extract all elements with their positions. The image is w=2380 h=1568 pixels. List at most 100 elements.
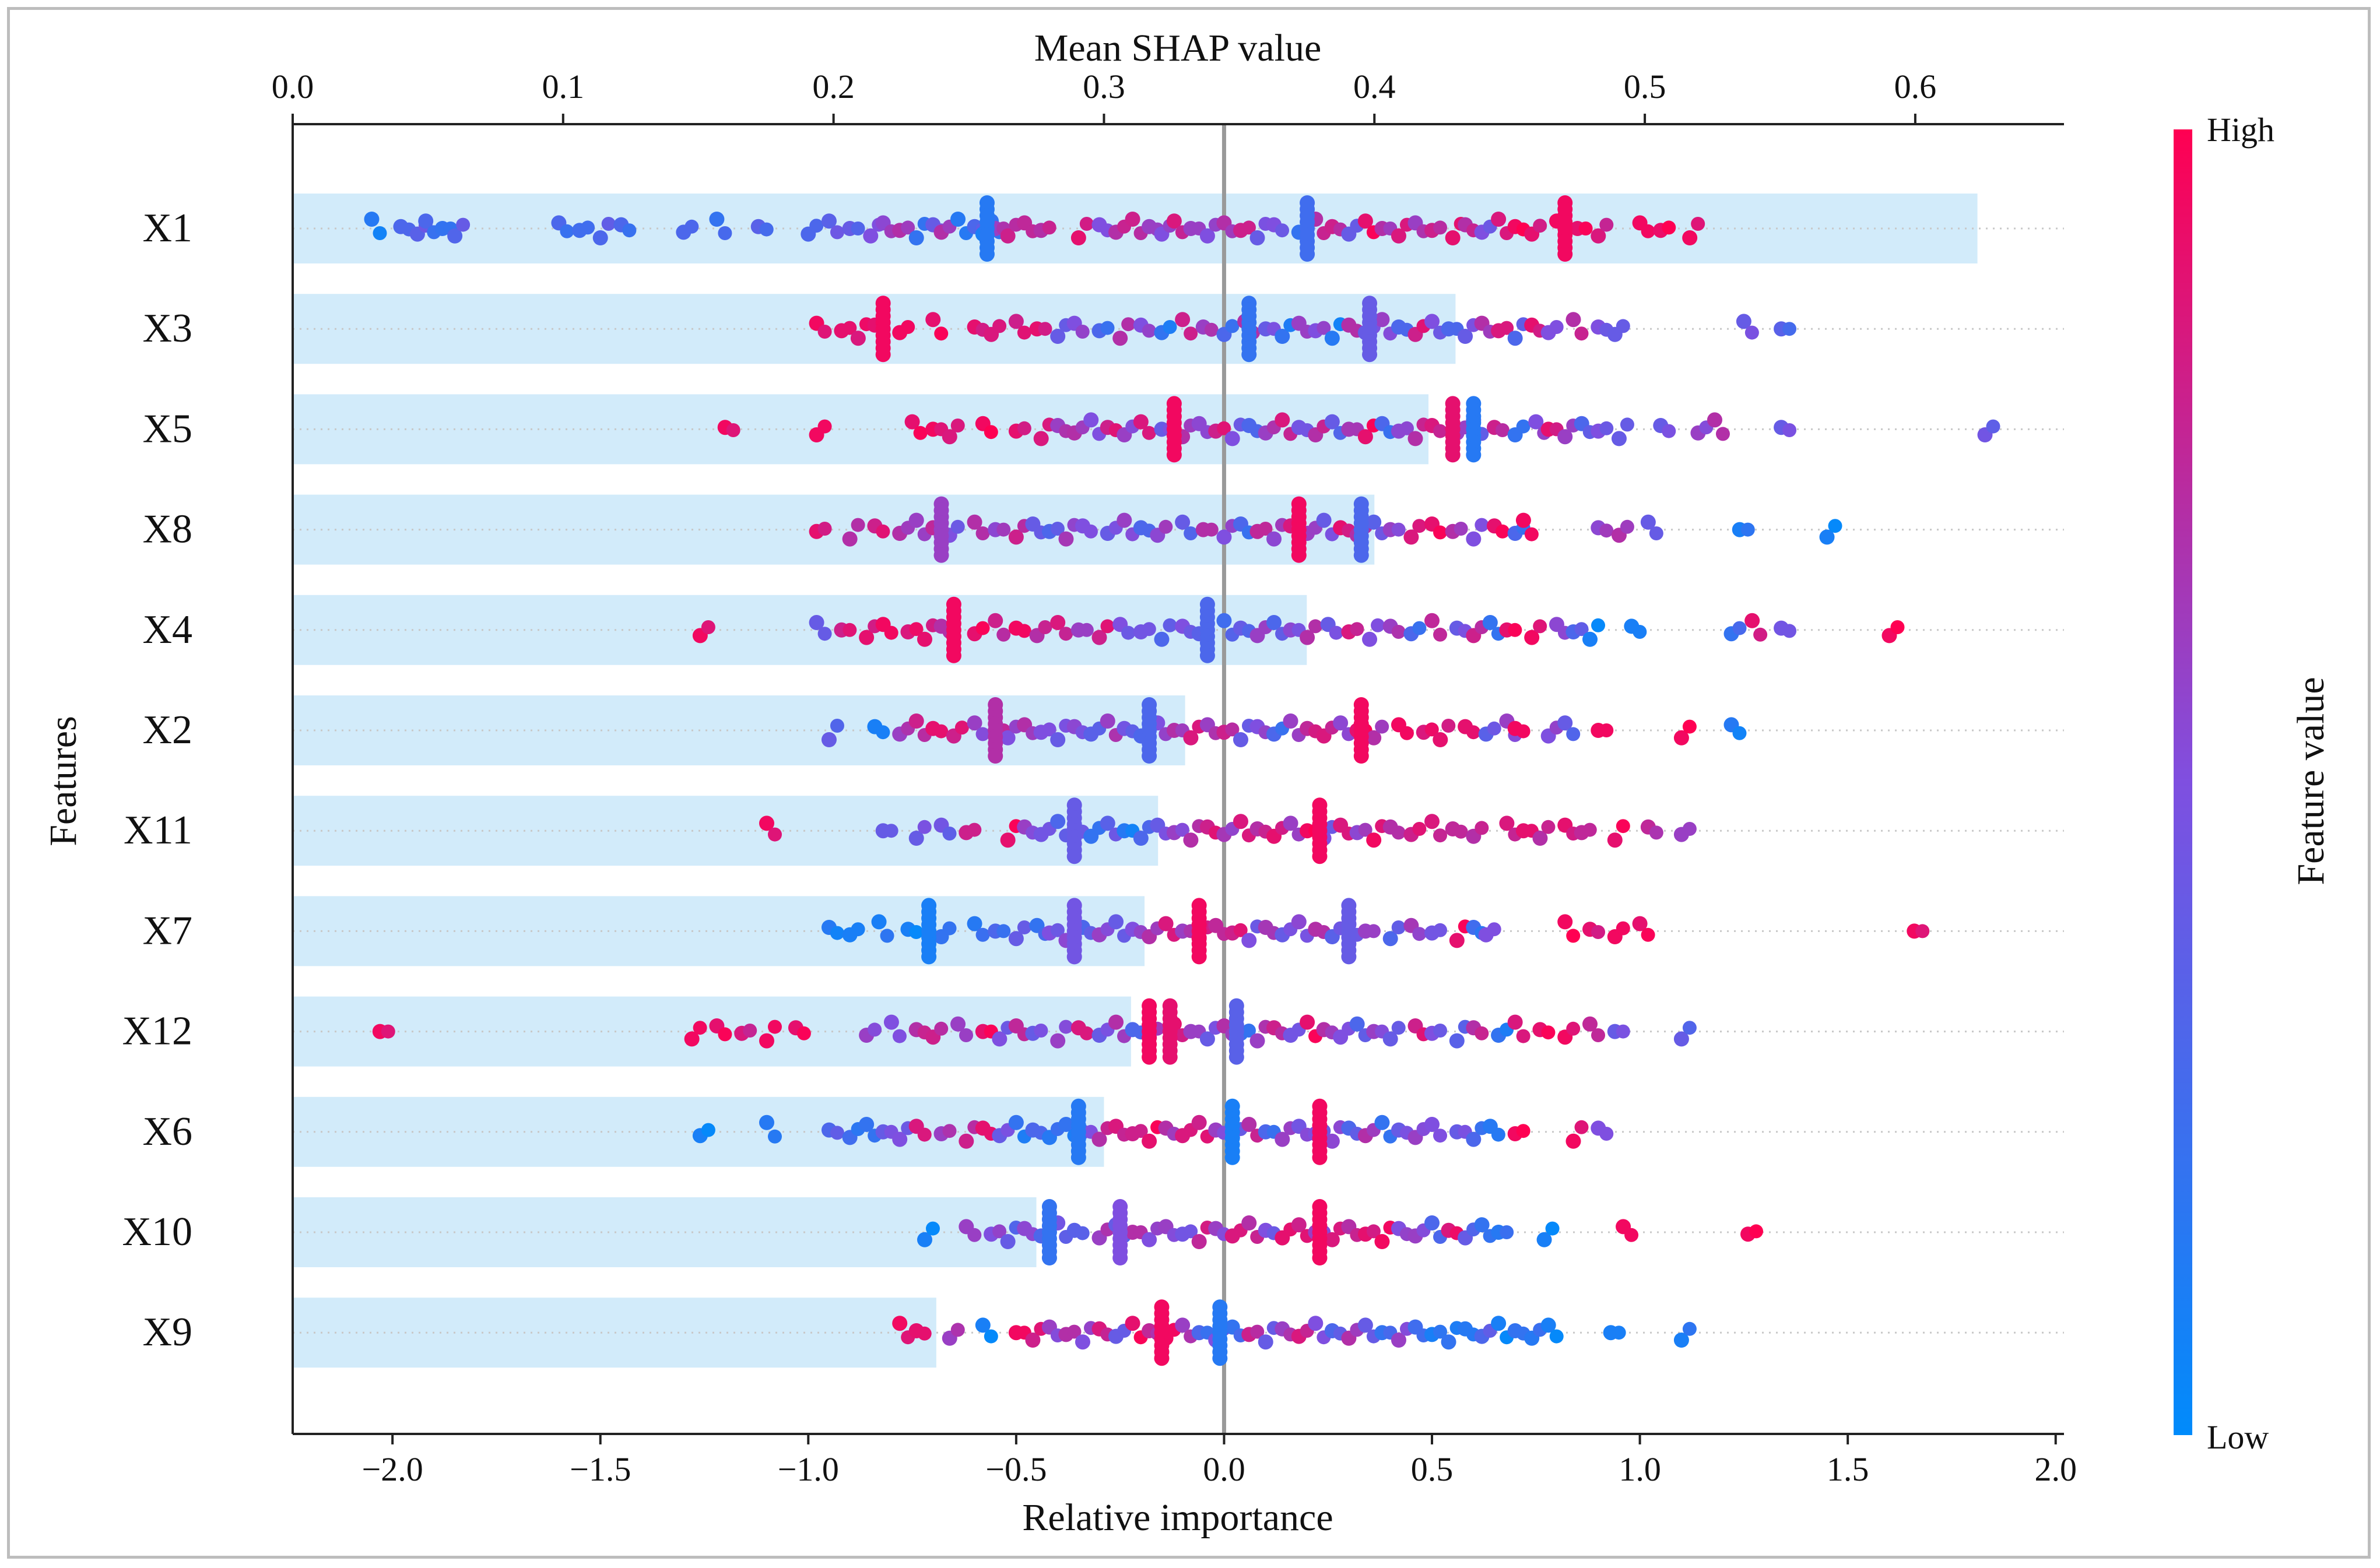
bottom-tick-label: −1.5: [570, 1450, 631, 1488]
dot-x12: [1199, 1031, 1215, 1047]
dot-x12: [1475, 1026, 1489, 1040]
dot-x9: [917, 1326, 932, 1341]
dot-x5: [1142, 426, 1156, 440]
dot-x9: [1682, 1321, 1697, 1336]
dot-x3: [1008, 314, 1024, 329]
dot-stack-x8: [1353, 547, 1369, 563]
dot-x1: [759, 222, 774, 237]
dot-x10: [1545, 1221, 1560, 1236]
dot-x8: [975, 526, 990, 540]
dot-x4: [1050, 615, 1066, 630]
dot-x8: [950, 519, 965, 534]
dot-x1: [1070, 230, 1086, 245]
dot-x9: [892, 1316, 908, 1331]
dot-x1: [1125, 212, 1140, 227]
dot-x10: [1075, 1226, 1090, 1240]
feature-label-x3: X3: [142, 306, 192, 351]
dot-x10: [1536, 1232, 1552, 1247]
dot-x7: [1632, 916, 1648, 931]
dot-x2: [830, 719, 844, 733]
dot-x8: [1403, 529, 1419, 545]
dot-x2: [934, 724, 949, 739]
dot-x9: [1075, 1334, 1090, 1350]
dot-x9: [1250, 1324, 1265, 1339]
dot-x2: [908, 713, 924, 729]
dot-x7: [1158, 916, 1174, 931]
dot-x10: [1624, 1228, 1639, 1242]
dot-x3: [1175, 312, 1191, 328]
dot-x4: [1121, 625, 1136, 640]
dot-x9: [1258, 1334, 1273, 1350]
dot-x1: [364, 212, 380, 227]
dot-stack-x5: [1445, 447, 1461, 463]
dot-x4: [1362, 631, 1378, 647]
dot-x2: [954, 720, 969, 735]
dot-x8: [1159, 519, 1173, 534]
dot-x1: [851, 222, 865, 235]
dot-x12: [1673, 1031, 1689, 1047]
dot-x10: [1474, 1217, 1490, 1233]
dot-x4: [1412, 621, 1427, 635]
dot-x7: [942, 921, 957, 936]
dot-x5: [1599, 421, 1614, 435]
dot-x5: [1528, 414, 1544, 430]
dot-x8: [1391, 522, 1406, 537]
dot-stack-x8: [1291, 547, 1307, 563]
dot-x5: [1557, 429, 1573, 445]
dot-x7: [830, 926, 844, 940]
dot-x12: [743, 1024, 757, 1038]
dot-x7: [1915, 924, 1930, 938]
top-tick-label: 0.0: [272, 68, 314, 106]
dot-x10: [1291, 1217, 1307, 1233]
dot-x1: [1357, 213, 1373, 229]
dot-x5: [726, 423, 740, 437]
dot-x11: [1412, 822, 1427, 836]
dot-x7: [1241, 933, 1257, 948]
dot-x7: [1108, 914, 1124, 930]
dot-x3: [1744, 325, 1759, 340]
dot-x2: [1566, 727, 1581, 741]
dot-x2: [1366, 730, 1382, 746]
dot-x1: [418, 213, 434, 229]
dot-x10: [1184, 1224, 1198, 1239]
dot-x4: [1329, 625, 1343, 640]
dot-x3: [1050, 329, 1066, 344]
dot-x4: [701, 620, 715, 634]
dot-stack-x2: [988, 748, 1003, 764]
dot-x12: [1582, 1016, 1598, 1032]
dot-x6: [942, 1124, 957, 1138]
dot-stack-x12: [1162, 1049, 1178, 1065]
feature-label-x8: X8: [142, 507, 192, 552]
dot-x4: [1533, 619, 1547, 634]
dot-x4: [1433, 627, 1448, 642]
dot-x3: [1112, 331, 1128, 346]
dot-x4: [1574, 622, 1589, 637]
dot-x11: [942, 827, 957, 841]
dot-stack-x1: [979, 247, 995, 262]
dot-x11: [1391, 825, 1406, 840]
dot-x1: [1241, 220, 1256, 235]
dot-stack-x10: [1112, 1250, 1128, 1265]
dot-x11: [1475, 821, 1489, 835]
dot-x7: [975, 927, 990, 942]
dot-x6: [830, 1126, 844, 1140]
dot-x1: [1000, 228, 1016, 244]
dot-x10: [1424, 1215, 1440, 1231]
dot-x2: [1050, 732, 1066, 747]
dot-x10: [1366, 1224, 1381, 1239]
feature-label-x4: X4: [142, 607, 192, 652]
dot-x8: [967, 514, 982, 530]
dot-x7: [1391, 920, 1406, 934]
dot-x4: [1424, 613, 1440, 628]
dot-x8: [1828, 519, 1842, 533]
dot-x4: [1732, 621, 1747, 635]
dot-stack-x9: [1212, 1351, 1228, 1366]
dot-x7: [1487, 922, 1501, 937]
dot-x3: [1507, 331, 1523, 346]
dot-x1: [821, 213, 837, 229]
dot-x10: [1191, 1234, 1207, 1249]
dot-x7: [1050, 923, 1065, 937]
bottom-tick-label: 1.5: [1827, 1450, 1869, 1488]
dot-x7: [1017, 920, 1031, 934]
dot-x9: [1175, 1317, 1191, 1333]
